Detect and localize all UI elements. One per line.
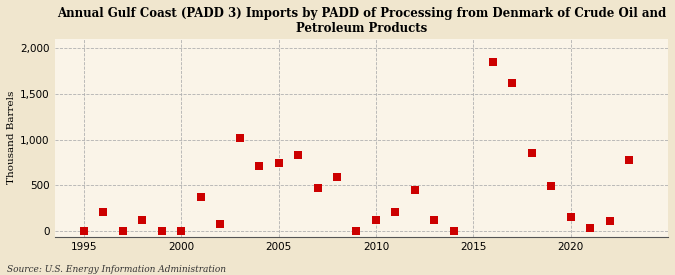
Point xyxy=(234,136,245,140)
Title: Annual Gulf Coast (PADD 3) Imports by PADD of Processing from Denmark of Crude O: Annual Gulf Coast (PADD 3) Imports by PA… xyxy=(57,7,666,35)
Point xyxy=(78,229,89,233)
Point xyxy=(448,229,459,233)
Point xyxy=(157,229,167,233)
Point xyxy=(331,175,342,179)
Point xyxy=(312,186,323,190)
Point xyxy=(546,184,557,189)
Point xyxy=(117,229,128,233)
Point xyxy=(176,229,186,233)
Point xyxy=(585,226,595,231)
Point xyxy=(487,60,498,64)
Point xyxy=(195,195,206,200)
Point xyxy=(293,153,304,157)
Point xyxy=(351,229,362,233)
Point xyxy=(624,158,634,162)
Text: Source: U.S. Energy Information Administration: Source: U.S. Energy Information Administ… xyxy=(7,265,225,274)
Point xyxy=(254,164,265,168)
Point xyxy=(410,188,421,192)
Point xyxy=(604,219,615,223)
Point xyxy=(98,210,109,214)
Point xyxy=(429,218,439,222)
Point xyxy=(565,214,576,219)
Point xyxy=(390,210,401,214)
Y-axis label: Thousand Barrels: Thousand Barrels xyxy=(7,91,16,185)
Point xyxy=(507,81,518,85)
Point xyxy=(371,218,381,222)
Point xyxy=(137,218,148,222)
Point xyxy=(215,222,225,227)
Point xyxy=(526,151,537,156)
Point xyxy=(273,160,284,165)
